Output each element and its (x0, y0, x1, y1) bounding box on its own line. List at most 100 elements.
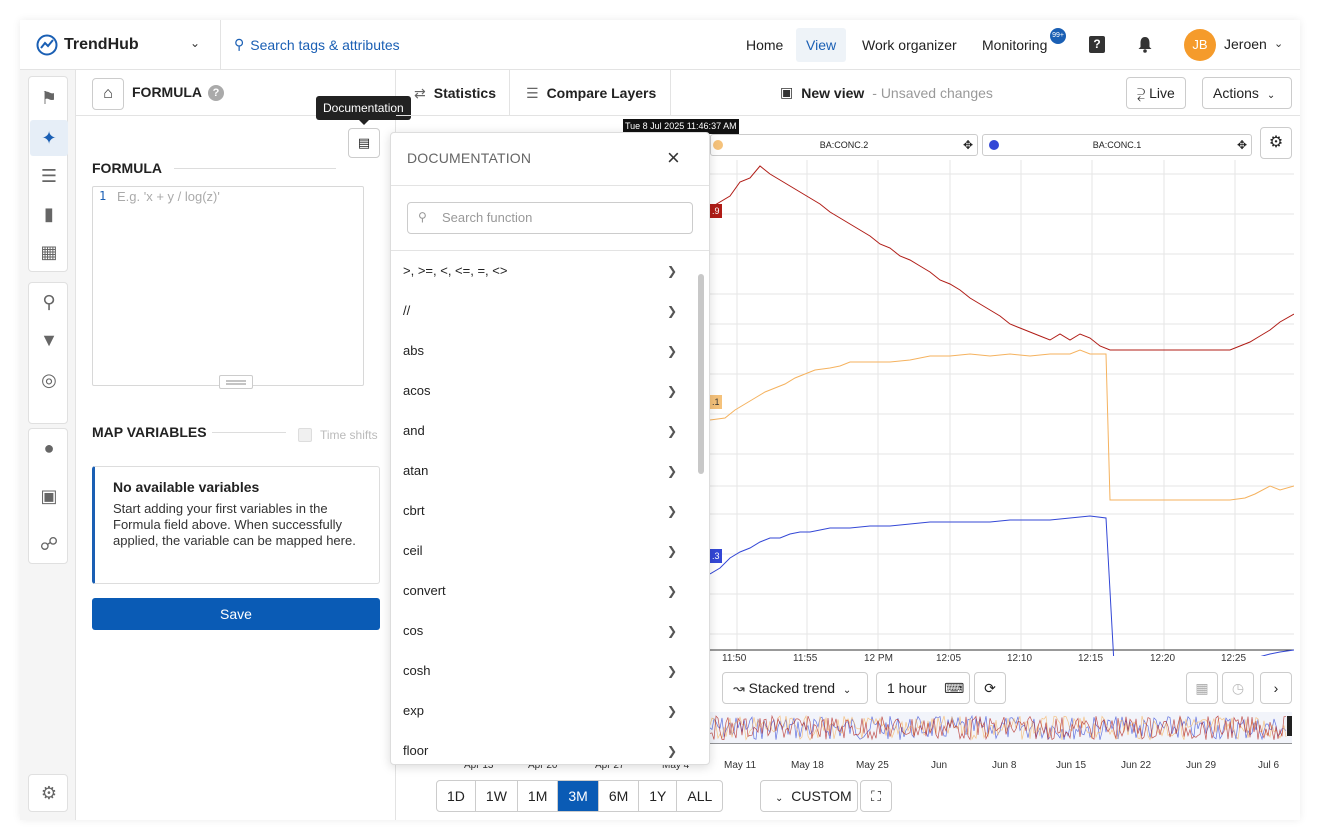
function-item[interactable]: >, >=, <, <=, =, <> ❯ (391, 251, 709, 291)
fingerprint-icon[interactable]: ◎ (41, 369, 57, 390)
chevron-right-icon: ❯ (667, 664, 678, 678)
navigator-tick: Jun 22 (1121, 760, 1152, 771)
legend-label: BA:CONC.2 (819, 140, 869, 150)
move-icon[interactable]: ✥ (962, 138, 973, 152)
navigator-tick: Apr 20 (528, 760, 558, 771)
layers-icon[interactable]: ☰ (40, 165, 58, 186)
fit-button[interactable]: ⛶ (860, 780, 892, 812)
documentation-button[interactable]: ▤ (348, 128, 380, 158)
function-item[interactable]: cbrt ❯ (391, 491, 709, 531)
x-tick: 12 PM (864, 653, 893, 664)
interval-select[interactable]: 1 hour (876, 672, 970, 704)
filter-icon[interactable]: ▼ (40, 329, 58, 350)
layers-icon: ☰ (526, 85, 539, 101)
close-icon[interactable]: × (667, 145, 680, 170)
custom-range-button[interactable]: ⌄ CUSTOM (760, 780, 858, 812)
calendar-button[interactable]: ▦ (1186, 672, 1218, 704)
nav-home[interactable]: Home (746, 37, 784, 53)
function-item[interactable]: cos ❯ (391, 611, 709, 651)
legend-chip-conc1[interactable]: BA:CONC.1 ✥ (982, 134, 1252, 156)
graph-icon[interactable]: ☍ (39, 533, 59, 554)
scrollbar[interactable] (698, 274, 704, 474)
bell-icon[interactable] (1137, 36, 1153, 58)
checkbox[interactable] (298, 428, 312, 442)
chevron-right-icon: ❯ (667, 344, 678, 358)
trend-icon: ↝ (733, 680, 745, 696)
gear-icon[interactable]: ⚙ (40, 782, 58, 803)
range-3m[interactable]: 3M (558, 781, 599, 811)
history-button[interactable]: ⟳ (974, 672, 1006, 704)
statistics-button[interactable]: ⇄ Statistics (414, 70, 496, 116)
chart-settings-button[interactable]: ⚙ (1260, 127, 1292, 159)
tag-icon[interactable]: ⚑ (40, 87, 58, 108)
navigator-tick: Jun (931, 760, 948, 771)
user-name[interactable]: Jeroen (1224, 36, 1267, 52)
chevron-right-icon: › (1273, 680, 1279, 696)
help-icon[interactable]: ? (1089, 36, 1105, 53)
range-1m[interactable]: 1M (518, 781, 559, 811)
x-tick: 11:55 (793, 653, 818, 664)
formula-icon[interactable]: ✦ (30, 120, 68, 156)
function-item[interactable]: acos ❯ (391, 371, 709, 411)
dashboard-icon[interactable]: ▦ (40, 241, 58, 262)
function-item[interactable]: // ❯ (391, 291, 709, 331)
lock-icon[interactable]: ⌨ (944, 680, 965, 696)
unsaved-status: - Unsaved changes (872, 84, 993, 101)
range-1w[interactable]: 1W (476, 781, 518, 811)
lightbulb-icon[interactable]: ● (43, 437, 55, 458)
search-tags-button[interactable]: ⚲ Search tags & attributes (234, 36, 400, 53)
function-search-input[interactable]: ⚲ Search function (407, 202, 693, 234)
range-1d[interactable]: 1D (437, 781, 476, 811)
range-6m[interactable]: 6M (599, 781, 640, 811)
function-item[interactable]: atan ❯ (391, 451, 709, 491)
function-item[interactable]: ceil ❯ (391, 531, 709, 571)
range-1y[interactable]: 1Y (639, 781, 678, 811)
chevron-right-icon: ❯ (667, 264, 678, 278)
hierarchy-icon[interactable]: ▣ (40, 485, 58, 506)
range-all[interactable]: ALL (687, 788, 713, 804)
divider (220, 20, 221, 70)
function-item[interactable]: convert ❯ (391, 571, 709, 611)
formula-placeholder: E.g. 'x + y / log(z)' (117, 189, 220, 204)
resize-handle[interactable] (219, 375, 253, 389)
help-icon[interactable]: ? (208, 85, 224, 101)
save-button[interactable]: Save (92, 598, 380, 630)
nav-monitoring[interactable]: Monitoring (982, 37, 1048, 53)
stacked-trend-select[interactable]: ↝ Stacked trend ⌄ (722, 672, 868, 704)
time-shifts-toggle[interactable]: Time shifts (298, 428, 378, 442)
function-name: cos (403, 623, 424, 638)
range-navigator[interactable] (710, 712, 1292, 744)
actions-button[interactable]: Actions ⌄ (1202, 77, 1292, 109)
next-button[interactable]: › (1260, 672, 1292, 704)
series-dot-blue (989, 140, 999, 150)
live-button[interactable]: ⥻ Live (1126, 77, 1186, 109)
move-icon[interactable]: ✥ (1236, 138, 1247, 152)
clock-button[interactable]: ◷ (1222, 672, 1254, 704)
comment-icon[interactable]: ▮ (44, 203, 54, 224)
function-item[interactable]: floor ❯ (391, 731, 709, 764)
function-item[interactable]: exp ❯ (391, 691, 709, 731)
logo[interactable]: TrendHub (36, 34, 139, 56)
function-item[interactable]: abs ❯ (391, 331, 709, 371)
compare-layers-button[interactable]: ☰ Compare Layers (526, 70, 656, 116)
calendar-icon: ▦ (1195, 680, 1209, 696)
search-icon[interactable]: ⚲ (42, 291, 56, 312)
documentation-header: DOCUMENTATION × (391, 133, 709, 186)
top-bar: TrendHub ⌄ ⚲ Search tags & attributes Ho… (20, 20, 1300, 70)
navigator-series-1 (710, 714, 1287, 741)
avatar[interactable]: JB (1184, 29, 1216, 61)
home-button[interactable]: ⌂ (92, 78, 124, 110)
chevron-down-icon[interactable]: ⌄ (1274, 38, 1284, 50)
nav-view[interactable]: View (796, 28, 847, 62)
history-icon: ⟳ (984, 680, 996, 696)
formula-editor[interactable]: 1 E.g. 'x + y / log(z)' (92, 186, 364, 389)
save-icon[interactable]: ▣ (780, 84, 794, 100)
function-item[interactable]: cosh ❯ (391, 651, 709, 691)
legend-chip-conc2[interactable]: BA:CONC.2 ✥ (710, 134, 978, 156)
rail-group-settings (28, 774, 68, 812)
chevron-down-icon[interactable]: ⌄ (190, 36, 201, 50)
nav-work-organizer[interactable]: Work organizer (862, 37, 957, 53)
chevron-right-icon: ❯ (667, 384, 678, 398)
function-item[interactable]: and ❯ (391, 411, 709, 451)
formula-label: FORMULA (92, 160, 162, 176)
